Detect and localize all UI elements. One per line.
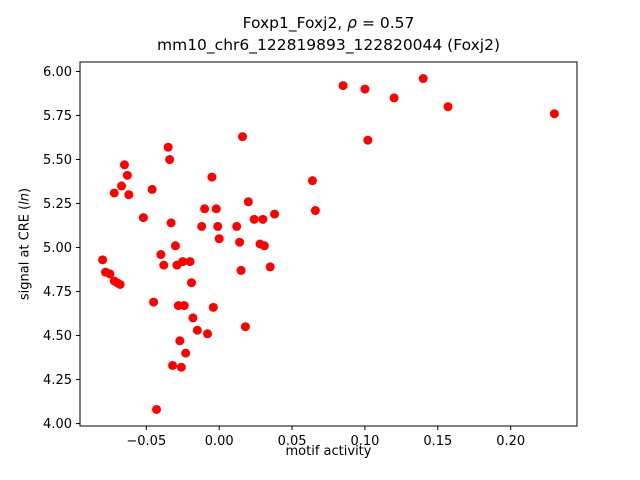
scatter-point <box>443 102 453 112</box>
scatter-point <box>197 221 207 231</box>
scatter-point <box>200 204 210 214</box>
scatter-point <box>236 265 246 275</box>
title-suffix: = 0.57 <box>357 14 415 32</box>
scatter-point <box>115 279 125 289</box>
y-tick-label: 4.25 <box>43 373 72 388</box>
scatter-point <box>418 74 428 84</box>
x-tick-label: 0.20 <box>496 434 525 449</box>
y-tick-label: 5.75 <box>43 109 72 124</box>
scatter-point <box>178 257 188 267</box>
scatter-point <box>181 348 191 358</box>
scatter-point <box>208 302 218 312</box>
scatter-point <box>310 206 320 216</box>
scatter-point <box>98 255 108 265</box>
scatter-point <box>240 322 250 332</box>
scatter-point <box>338 81 348 91</box>
plot-title-line-1: Foxp1_Foxj2, ρ = 0.57 <box>80 12 577 34</box>
scatter-point <box>186 278 196 288</box>
axes-frame <box>79 61 578 427</box>
y-tick-label: 4.00 <box>43 417 72 432</box>
y-axis-label-prefix: signal at CRE ( <box>17 204 33 301</box>
scatter-point <box>270 209 280 219</box>
y-axis-label: signal at CRE (ln) <box>18 188 33 300</box>
scatter-point <box>105 269 115 279</box>
scatter-point <box>109 188 119 198</box>
scatter-point <box>249 214 259 224</box>
scatter-point <box>179 301 189 311</box>
y-axis-label-italic: ln <box>17 192 33 205</box>
scatter-point <box>165 155 175 165</box>
y-axis-label-suffix: ) <box>17 187 33 193</box>
plot-title-line-2: mm10_chr6_122819893_122820044 (Foxj2) <box>157 36 500 54</box>
scatter-point <box>214 234 224 244</box>
scatter-point <box>213 221 223 231</box>
x-tick-label: 0.15 <box>423 434 452 449</box>
title-rho-symbol: ρ <box>347 14 358 32</box>
scatter-point <box>238 132 248 142</box>
scatter-point <box>175 336 185 346</box>
scatter-point <box>188 313 198 323</box>
scatter-point <box>122 170 132 180</box>
scatter-point <box>149 297 159 307</box>
scatter-point <box>360 84 370 94</box>
scatter-point <box>166 218 176 228</box>
x-tick-label: 0.00 <box>205 434 234 449</box>
scatter-point <box>170 241 180 251</box>
y-tick-label: 4.50 <box>43 329 72 344</box>
scatter-point <box>243 197 253 207</box>
scatter-point <box>307 176 317 186</box>
scatter-point <box>117 181 127 191</box>
scatter-point <box>258 214 268 224</box>
y-tick-label: 6.00 <box>43 65 72 80</box>
x-axis-label: motif activity <box>285 444 372 459</box>
scatter-point <box>168 360 178 370</box>
y-tick-label: 5.00 <box>43 241 72 256</box>
y-tick-label: 5.50 <box>43 153 72 168</box>
scatter-point <box>259 241 269 251</box>
scatter-point <box>192 325 202 335</box>
scatter-point <box>207 172 217 182</box>
y-tick-label: 4.75 <box>43 285 72 300</box>
scatter-point <box>265 262 275 272</box>
scatter-point <box>549 109 559 119</box>
scatter-point <box>163 142 173 152</box>
scatter-point <box>389 93 399 103</box>
scatter-point <box>152 404 162 414</box>
x-tick-label: 0.10 <box>350 434 379 449</box>
x-tick-label: −0.05 <box>126 434 166 449</box>
title-prefix: Foxp1_Foxj2, <box>242 14 348 32</box>
scatter-point <box>147 184 157 194</box>
y-tick-label: 5.25 <box>43 197 72 212</box>
scatter-point <box>185 257 195 267</box>
scatter-point <box>119 160 129 170</box>
scatter-point <box>176 362 186 372</box>
scatter-point <box>235 237 245 247</box>
scatter-point <box>363 135 373 145</box>
scatter-point <box>203 329 213 339</box>
x-tick-label: 0.05 <box>278 434 307 449</box>
scatter-point <box>211 204 221 214</box>
scatter-point <box>124 190 134 200</box>
plot-title: Foxp1_Foxj2, ρ = 0.57 mm10_chr6_12281989… <box>80 12 577 56</box>
scatter-point <box>159 260 169 270</box>
scatter-point <box>156 250 166 260</box>
scatter-point <box>232 221 242 231</box>
scatter-point <box>138 213 148 223</box>
